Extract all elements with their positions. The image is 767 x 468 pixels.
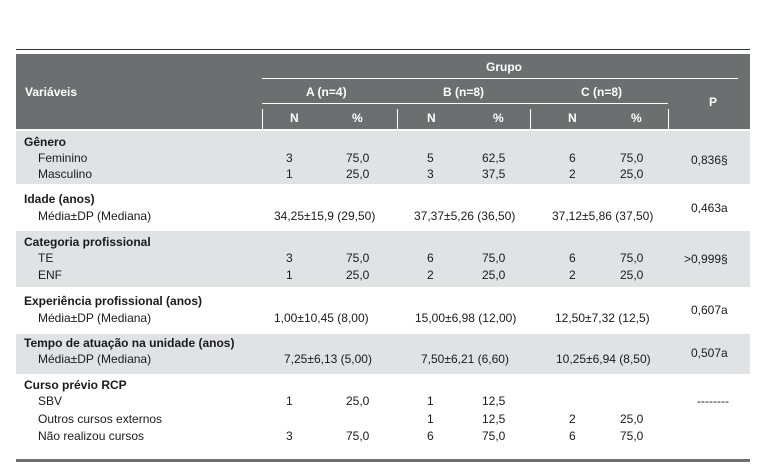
p-value: 0,836§ — [691, 153, 728, 167]
cell-b-n: 6 — [427, 251, 434, 265]
cell-a-n: 3 — [286, 251, 293, 265]
section-genero: Gênero Feminino 3 75,0 5 62,5 6 75,0 Mas… — [16, 131, 750, 184]
row-label: Feminino — [38, 151, 88, 165]
cell-c-pct: 75,0 — [620, 151, 644, 165]
header-divider — [397, 109, 398, 129]
header-n: N — [427, 111, 436, 125]
section-idade: Idade (anos) Média±DP (Mediana) 34,25±15… — [16, 186, 750, 229]
cell-b-pct: 12,5 — [482, 394, 506, 408]
cell-c-n: 2 — [569, 412, 576, 426]
cell-b-pct: 12,5 — [482, 412, 506, 426]
cell-a-pct: 75,0 — [346, 251, 370, 265]
cell-b: 7,50±6,21 (6,60) — [421, 352, 509, 366]
section-title: Experiência profissional (anos) — [24, 294, 203, 308]
header-group-a: A (n=4) — [306, 85, 347, 99]
cell-c-pct: 25,0 — [620, 268, 644, 282]
cell-b-pct: 75,0 — [482, 251, 506, 265]
cell-a-pct: 25,0 — [346, 268, 370, 282]
header-pct: % — [352, 111, 363, 125]
cell-a-pct: 75,0 — [346, 429, 370, 443]
cell-b-n: 1 — [427, 412, 434, 426]
header-group-c: C (n=8) — [581, 85, 623, 99]
section-title: Idade (anos) — [24, 192, 95, 206]
cell-a-n: 1 — [286, 268, 293, 282]
p-value: 0,507a — [691, 346, 728, 360]
section-title: Tempo de atuação na unidade (anos) — [24, 336, 235, 350]
section-title: Gênero — [24, 135, 67, 149]
cell-a-n: 1 — [286, 394, 293, 408]
row-label: Média±DP (Mediana) — [38, 352, 152, 366]
cell-c-pct: 75,0 — [620, 429, 644, 443]
header-group-rule — [262, 78, 738, 79]
row-label: Outros cursos externos — [38, 412, 163, 426]
cell-c-n: 6 — [569, 429, 576, 443]
cell-b-n: 3 — [427, 167, 434, 181]
cell-b-pct: 75,0 — [482, 429, 506, 443]
p-value: -------- — [697, 394, 729, 408]
cell-a-pct: 25,0 — [346, 394, 370, 408]
row-label: Média±DP (Mediana) — [38, 311, 152, 325]
cell-c-n: 6 — [569, 251, 576, 265]
section-tempo-atuacao: Tempo de atuação na unidade (anos) Média… — [16, 334, 750, 374]
cell-a: 34,25±15,9 (29,50) — [274, 209, 376, 223]
cell-c-pct: 75,0 — [620, 251, 644, 265]
header-variables: Variáveis — [25, 85, 78, 99]
cell-c-n: 2 — [569, 167, 576, 181]
cell-b-pct: 62,5 — [482, 151, 506, 165]
cell-c-pct: 25,0 — [620, 412, 644, 426]
table-header: Variáveis Grupo A (n=4) B (n=8) C (n=8) … — [16, 54, 750, 129]
header-group-b: B (n=8) — [443, 85, 485, 99]
cell-b-pct: 37,5 — [482, 167, 506, 181]
section-curso-rcp: Curso prévio RCP SBV 1 25,0 1 12,5 Outro… — [16, 376, 750, 456]
cell-c: 10,25±6,94 (8,50) — [556, 352, 651, 366]
cell-b: 37,37±5,26 (36,50) — [414, 209, 516, 223]
header-divider — [530, 109, 531, 129]
p-value: 0,463a — [691, 201, 728, 215]
row-label: ENF — [38, 268, 62, 282]
cell-c: 37,12±5,86 (37,50) — [552, 209, 654, 223]
cell-b-n: 6 — [427, 429, 434, 443]
row-label: Masculino — [38, 167, 93, 181]
row-label: Média±DP (Mediana) — [38, 209, 152, 223]
cell-b-n: 1 — [427, 394, 434, 408]
section-title: Curso prévio RCP — [24, 378, 127, 392]
cell-c: 12,50±7,32 (12,5) — [555, 311, 650, 325]
section-categoria: Categoria profissional TE 3 75,0 6 75,0 … — [16, 231, 750, 287]
section-experiencia: Experiência profissional (anos) Média±DP… — [16, 289, 750, 332]
cell-a-pct: 25,0 — [346, 167, 370, 181]
bottom-rule — [16, 459, 750, 462]
cell-b-n: 5 — [427, 151, 434, 165]
cell-b: 15,00±6,98 (12,00) — [415, 311, 517, 325]
row-label: TE — [38, 251, 54, 265]
top-rule — [16, 49, 750, 50]
cell-c-pct: 25,0 — [620, 167, 644, 181]
cell-a: 7,25±6,13 (5,00) — [284, 352, 372, 366]
header-pct: % — [631, 111, 642, 125]
header-group: Grupo — [486, 60, 522, 74]
header-n: N — [568, 111, 577, 125]
row-label: SBV — [38, 394, 63, 408]
section-title: Categoria profissional — [24, 235, 151, 249]
cell-b-pct: 25,0 — [482, 268, 506, 282]
row-label: Não realizou cursos — [38, 429, 145, 443]
cell-a: 1,00±10,45 (8,00) — [274, 311, 369, 325]
cell-c-n: 6 — [569, 151, 576, 165]
p-value: 0,607a — [691, 303, 728, 317]
cell-a-n: 1 — [286, 167, 293, 181]
header-divider — [668, 109, 669, 129]
cell-a-pct: 75,0 — [346, 151, 370, 165]
cell-b-n: 2 — [427, 268, 434, 282]
cell-a-n: 3 — [286, 429, 293, 443]
header-pct: % — [493, 111, 504, 125]
p-value: >0,999§ — [684, 252, 728, 266]
cell-c-n: 2 — [569, 268, 576, 282]
header-p: P — [709, 95, 718, 109]
header-subgroup-rule — [262, 103, 668, 104]
cell-a-n: 3 — [286, 151, 293, 165]
header-n: N — [290, 111, 299, 125]
header-divider — [262, 109, 263, 129]
